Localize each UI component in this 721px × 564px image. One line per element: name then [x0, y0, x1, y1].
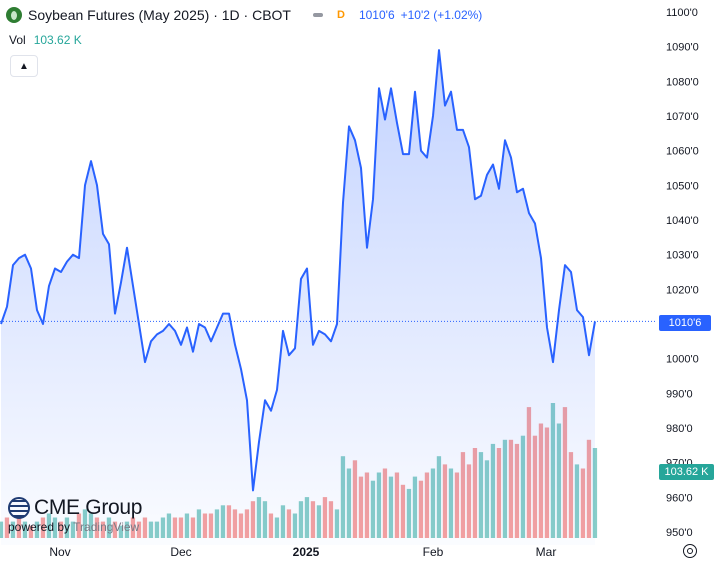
volume-value: 103.62 K	[33, 33, 82, 47]
time-axis-tick-label: Dec	[170, 545, 191, 559]
price-axis-tick-label: 1080'0	[666, 76, 699, 88]
chevron-up-icon: ▲	[19, 60, 29, 72]
price-axis-tick-label: 1000'0	[666, 354, 699, 366]
volume-label: Vol	[9, 33, 26, 47]
collapse-legend-button[interactable]: ▲	[10, 55, 38, 77]
price-change-value: +10'2 (+1.02%)	[400, 8, 483, 22]
cme-group-logo: CME Group	[8, 496, 142, 520]
time-axis-tick-label: Feb	[423, 545, 444, 559]
price-axis-tick-label: 1090'0	[666, 42, 699, 54]
price-axis-tick-label: 1020'0	[666, 284, 699, 296]
price-axis-tick-label: 1030'0	[666, 250, 699, 262]
price-axis-tick-label: 1060'0	[666, 146, 699, 158]
time-axis-tick-label: Mar	[536, 545, 557, 559]
cme-globe-icon	[8, 497, 30, 519]
time-axis-tick-label: Nov	[49, 545, 70, 559]
price-axis-tick-label: 1050'0	[666, 180, 699, 192]
last-price-value: 1010'6	[358, 8, 395, 22]
volume-legend: Vol 103.62 K	[9, 33, 82, 47]
tradingview-brand-text: TradingView	[73, 520, 140, 534]
last-price-tag: 1010'6	[659, 315, 711, 331]
volume-tag: 103.62 K	[659, 464, 714, 480]
powered-by-text: powered by	[8, 520, 71, 534]
price-axis-tick-label: 990'0	[666, 388, 693, 400]
settings-gear-icon[interactable]	[683, 544, 697, 558]
price-axis-tick-label: 1070'0	[666, 111, 699, 123]
cme-group-text: CME Group	[34, 496, 143, 519]
price-axis-tick-label: 960'0	[666, 492, 693, 504]
symbol-title[interactable]: Soybean Futures (May 2025) · 1D · CBOT	[28, 7, 291, 23]
price-area-fill	[1, 50, 595, 545]
powered-by-tradingview[interactable]: powered by TradingView	[8, 520, 139, 534]
time-axis[interactable]: Nov Dec 2025 Feb Mar	[49, 545, 556, 559]
chart-legend: Soybean Futures (May 2025) · 1D · CBOT D…	[6, 7, 482, 23]
data-badge: D	[337, 9, 345, 21]
price-axis-tick-label: 980'0	[666, 423, 693, 435]
line-style-icon	[313, 13, 323, 17]
price-axis-tick-label: 950'0	[666, 527, 693, 539]
price-axis-tick-label: 1040'0	[666, 215, 699, 227]
price-axis[interactable]: 950'0960'0970'0980'0990'01000'01010'0102…	[666, 7, 699, 539]
price-series-line	[0, 49, 596, 492]
time-axis-tick-label: 2025	[293, 545, 320, 559]
soybean-logo-icon	[6, 7, 22, 23]
price-axis-tick-label: 1100'0	[666, 7, 698, 19]
